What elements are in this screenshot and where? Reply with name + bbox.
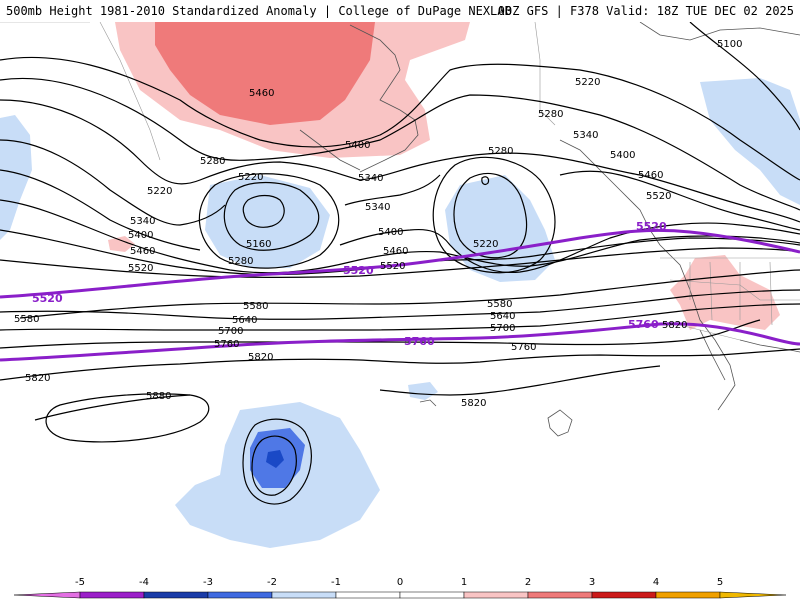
colorbar-tick-label: 4 (653, 577, 659, 588)
contour-label: 5820 (662, 320, 687, 331)
contour-label: 5520 (128, 263, 153, 274)
colorbar-segment (207, 591, 273, 599)
negative-anomaly-canada (700, 78, 800, 205)
contour-label: 5820 (248, 352, 273, 363)
contour-label: 5400 (345, 140, 370, 151)
contour-label: 5460 (383, 246, 408, 257)
contour-label: 5520 (646, 191, 671, 202)
contour-label: 5760 (214, 339, 239, 350)
contour-label-5760: 5760 (628, 318, 659, 331)
contour-label: 5340 (573, 130, 598, 141)
contour-label: 5280 (488, 146, 513, 157)
contour-label-5520: 5520 (32, 292, 63, 305)
colorbar-tick-label: -4 (139, 577, 149, 588)
colorbar-segment (271, 591, 337, 599)
contour-label: 5400 (128, 230, 153, 241)
colorbar-segment (399, 591, 465, 599)
contour-labels: 5100 5160 5220 5220 5220 5220 5280 5280 … (14, 39, 742, 409)
contour-label: 5160 (246, 239, 271, 250)
colorbar-tick-label: 5 (717, 577, 723, 588)
colorbar-segment (527, 591, 593, 599)
colorbar-segment (463, 591, 529, 599)
colorbar-labels: -5 -4 -3 -2 -1 0 1 2 3 4 5 (75, 577, 723, 588)
contour-label: 5220 (238, 172, 263, 183)
negative-anomaly-low-west (205, 175, 330, 268)
contour-label: 5820 (461, 398, 486, 409)
colorbar-tick-label: 3 (589, 577, 595, 588)
negative-anomaly-core (266, 450, 284, 468)
colorbar-segment (655, 591, 721, 599)
model-run-info: 00Z GFS | F378 Valid: 18Z TUE DEC 02 202… (497, 4, 794, 18)
colorbar-segment (335, 591, 401, 599)
colorbar-min-arrow (13, 591, 81, 599)
contour-label: 5580 (14, 314, 39, 325)
highlight-contours (0, 228, 800, 362)
contour-label-5520: 5520 (636, 220, 667, 233)
contour-5520-highlight (0, 228, 800, 299)
contour-label: 5100 (717, 39, 742, 50)
contour-label: 5280 (200, 156, 225, 167)
strong-positive-anomaly-region (155, 22, 375, 125)
contour-label: 5340 (358, 173, 383, 184)
contour-label: 5220 (147, 186, 172, 197)
contour-label-5520: 5520 (343, 264, 374, 277)
contour-label: 5760 (511, 342, 536, 353)
contour-label: 5220 (473, 239, 498, 250)
colorbar-tick-label: -3 (203, 577, 213, 588)
contour-label: 5700 (218, 326, 243, 337)
negative-anomaly-small-island (408, 382, 438, 400)
colorbar-max-arrow (719, 591, 787, 599)
contour-5760-highlight (0, 322, 800, 362)
colorbar-tick-label: -1 (331, 577, 341, 588)
contour-label: 5700 (490, 323, 515, 334)
colorbar-segment (591, 591, 657, 599)
colorbar-segment (79, 591, 145, 599)
contour-label: 5640 (232, 315, 257, 326)
contour-label: 5820 (25, 373, 50, 384)
positive-anomaly-small (108, 236, 135, 252)
colorbar-tick-label: -2 (267, 577, 277, 588)
contour-label: 5580 (487, 299, 512, 310)
anomaly-shading (0, 22, 800, 548)
colorbar-tick-label: -5 (75, 577, 85, 588)
contour-label: 5580 (243, 301, 268, 312)
colorbar-bar (13, 591, 787, 599)
colorbar-tick-label: 0 (397, 577, 403, 588)
contour-label: 5640 (490, 311, 515, 322)
contour-label: 5280 (228, 256, 253, 267)
contour-label-5760: 5760 (404, 335, 435, 348)
contour-label: 5280 (538, 109, 563, 120)
highlight-contour-labels: 5520 5520 5520 5760 5760 (32, 220, 667, 348)
map-title: 500mb Height 1981-2010 Standardized Anom… (6, 4, 512, 18)
contour-label: 5400 (378, 227, 403, 238)
geographic-outlines (0, 22, 800, 437)
colorbar-tick-label: 1 (461, 577, 467, 588)
anomaly-map: 5100 5160 5220 5220 5220 5220 5280 5280 … (0, 22, 800, 578)
header-bar: 500mb Height 1981-2010 Standardized Anom… (0, 0, 800, 22)
contour-label: 5520 (380, 261, 405, 272)
contour-label: 5340 (130, 216, 155, 227)
contour-label: 5460 (130, 246, 155, 257)
negative-anomaly-west-edge (0, 115, 32, 240)
contour-label: 5220 (575, 77, 600, 88)
positive-anomaly-sw-us (670, 255, 780, 330)
contour-label: 5340 (365, 202, 390, 213)
contour-label: 5460 (638, 170, 663, 181)
contour-label: 5460 (249, 88, 274, 99)
contour-label: 5400 (610, 150, 635, 161)
colorbar: -5 -4 -3 -2 -1 0 1 2 3 4 5 (0, 574, 800, 600)
contour-label: 5880 (146, 391, 171, 402)
colorbar-tick-label: 2 (525, 577, 531, 588)
colorbar-segment (143, 591, 209, 599)
